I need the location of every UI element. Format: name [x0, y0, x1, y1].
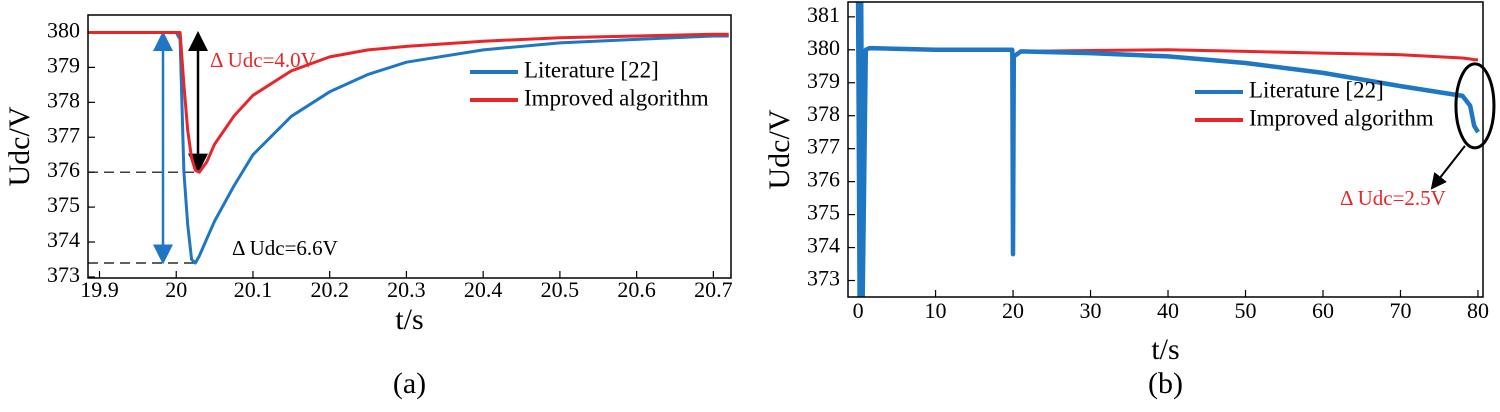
- legend-label: Improved algorithm: [524, 85, 709, 110]
- y-tick-label: 377: [807, 134, 840, 159]
- x-tick-label: 20.6: [617, 277, 656, 302]
- x-tick-label: 19.9: [80, 277, 119, 302]
- y-tick-label: 374: [807, 233, 840, 258]
- y-tick-label: 376: [807, 167, 840, 192]
- series-line: [855, 2, 1480, 297]
- y-tick-label: 379: [47, 52, 80, 77]
- y-tick-label: 378: [807, 101, 840, 126]
- x-tick-label: 20: [165, 277, 187, 302]
- x-tick-label: 20.4: [464, 277, 503, 302]
- x-tick-label: 20: [1002, 298, 1024, 323]
- x-tick-label: 50: [1235, 298, 1257, 323]
- x-tick-label: 70: [1389, 298, 1411, 323]
- legend-label: Literature [22]: [524, 57, 659, 82]
- y-axis-label: Udc/V: [763, 109, 796, 189]
- plot-frame: [847, 1, 1484, 298]
- y-tick-label: 373: [47, 262, 80, 287]
- y-tick-label: 375: [807, 200, 840, 225]
- annotation: Δ Udc=4.0V: [210, 48, 316, 72]
- y-tick-label: 373: [807, 266, 840, 291]
- y-tick-label: 380: [807, 35, 840, 60]
- x-tick-label: 30: [1080, 298, 1102, 323]
- caption: (b): [1148, 367, 1183, 400]
- plot-frame: [87, 14, 732, 279]
- x-tick-label: 20.7: [694, 277, 733, 302]
- y-tick-label: 379: [807, 68, 840, 93]
- x-tick-label: 0: [853, 298, 864, 323]
- annotation: Δ Udc=6.6V: [232, 236, 338, 260]
- x-axis-label: t/s: [395, 303, 423, 336]
- annotation: Δ Udc=2.5V: [1340, 186, 1446, 210]
- annotation-arrow: [1430, 145, 1466, 190]
- y-tick-label: 381: [807, 2, 840, 27]
- x-axis-label: t/s: [1151, 333, 1179, 366]
- y-axis-label: Udc/V: [3, 106, 36, 186]
- x-tick-label: 20.3: [387, 277, 426, 302]
- series-line: [856, 2, 1478, 297]
- series-line: [88, 31, 729, 174]
- legend-label: Improved algorithm: [1249, 105, 1434, 130]
- x-tick-label: 20.5: [541, 277, 580, 302]
- x-tick-label: 60: [1312, 298, 1334, 323]
- x-tick-label: 10: [925, 298, 947, 323]
- caption: (a): [393, 367, 426, 400]
- highlight-ellipse: [1454, 62, 1496, 150]
- y-tick-label: 375: [47, 192, 80, 217]
- x-tick-label: 20.2: [310, 277, 349, 302]
- series-line: [88, 31, 729, 265]
- y-tick-label: 377: [47, 122, 80, 147]
- x-tick-label: 20.1: [234, 277, 273, 302]
- y-tick-label: 378: [47, 87, 80, 112]
- legend-label: Literature [22]: [1249, 77, 1384, 102]
- x-tick-label: 80: [1467, 298, 1489, 323]
- y-tick-label: 374: [47, 227, 80, 252]
- y-tick-label: 380: [47, 18, 80, 43]
- x-tick-label: 40: [1157, 298, 1179, 323]
- y-tick-label: 376: [47, 157, 80, 182]
